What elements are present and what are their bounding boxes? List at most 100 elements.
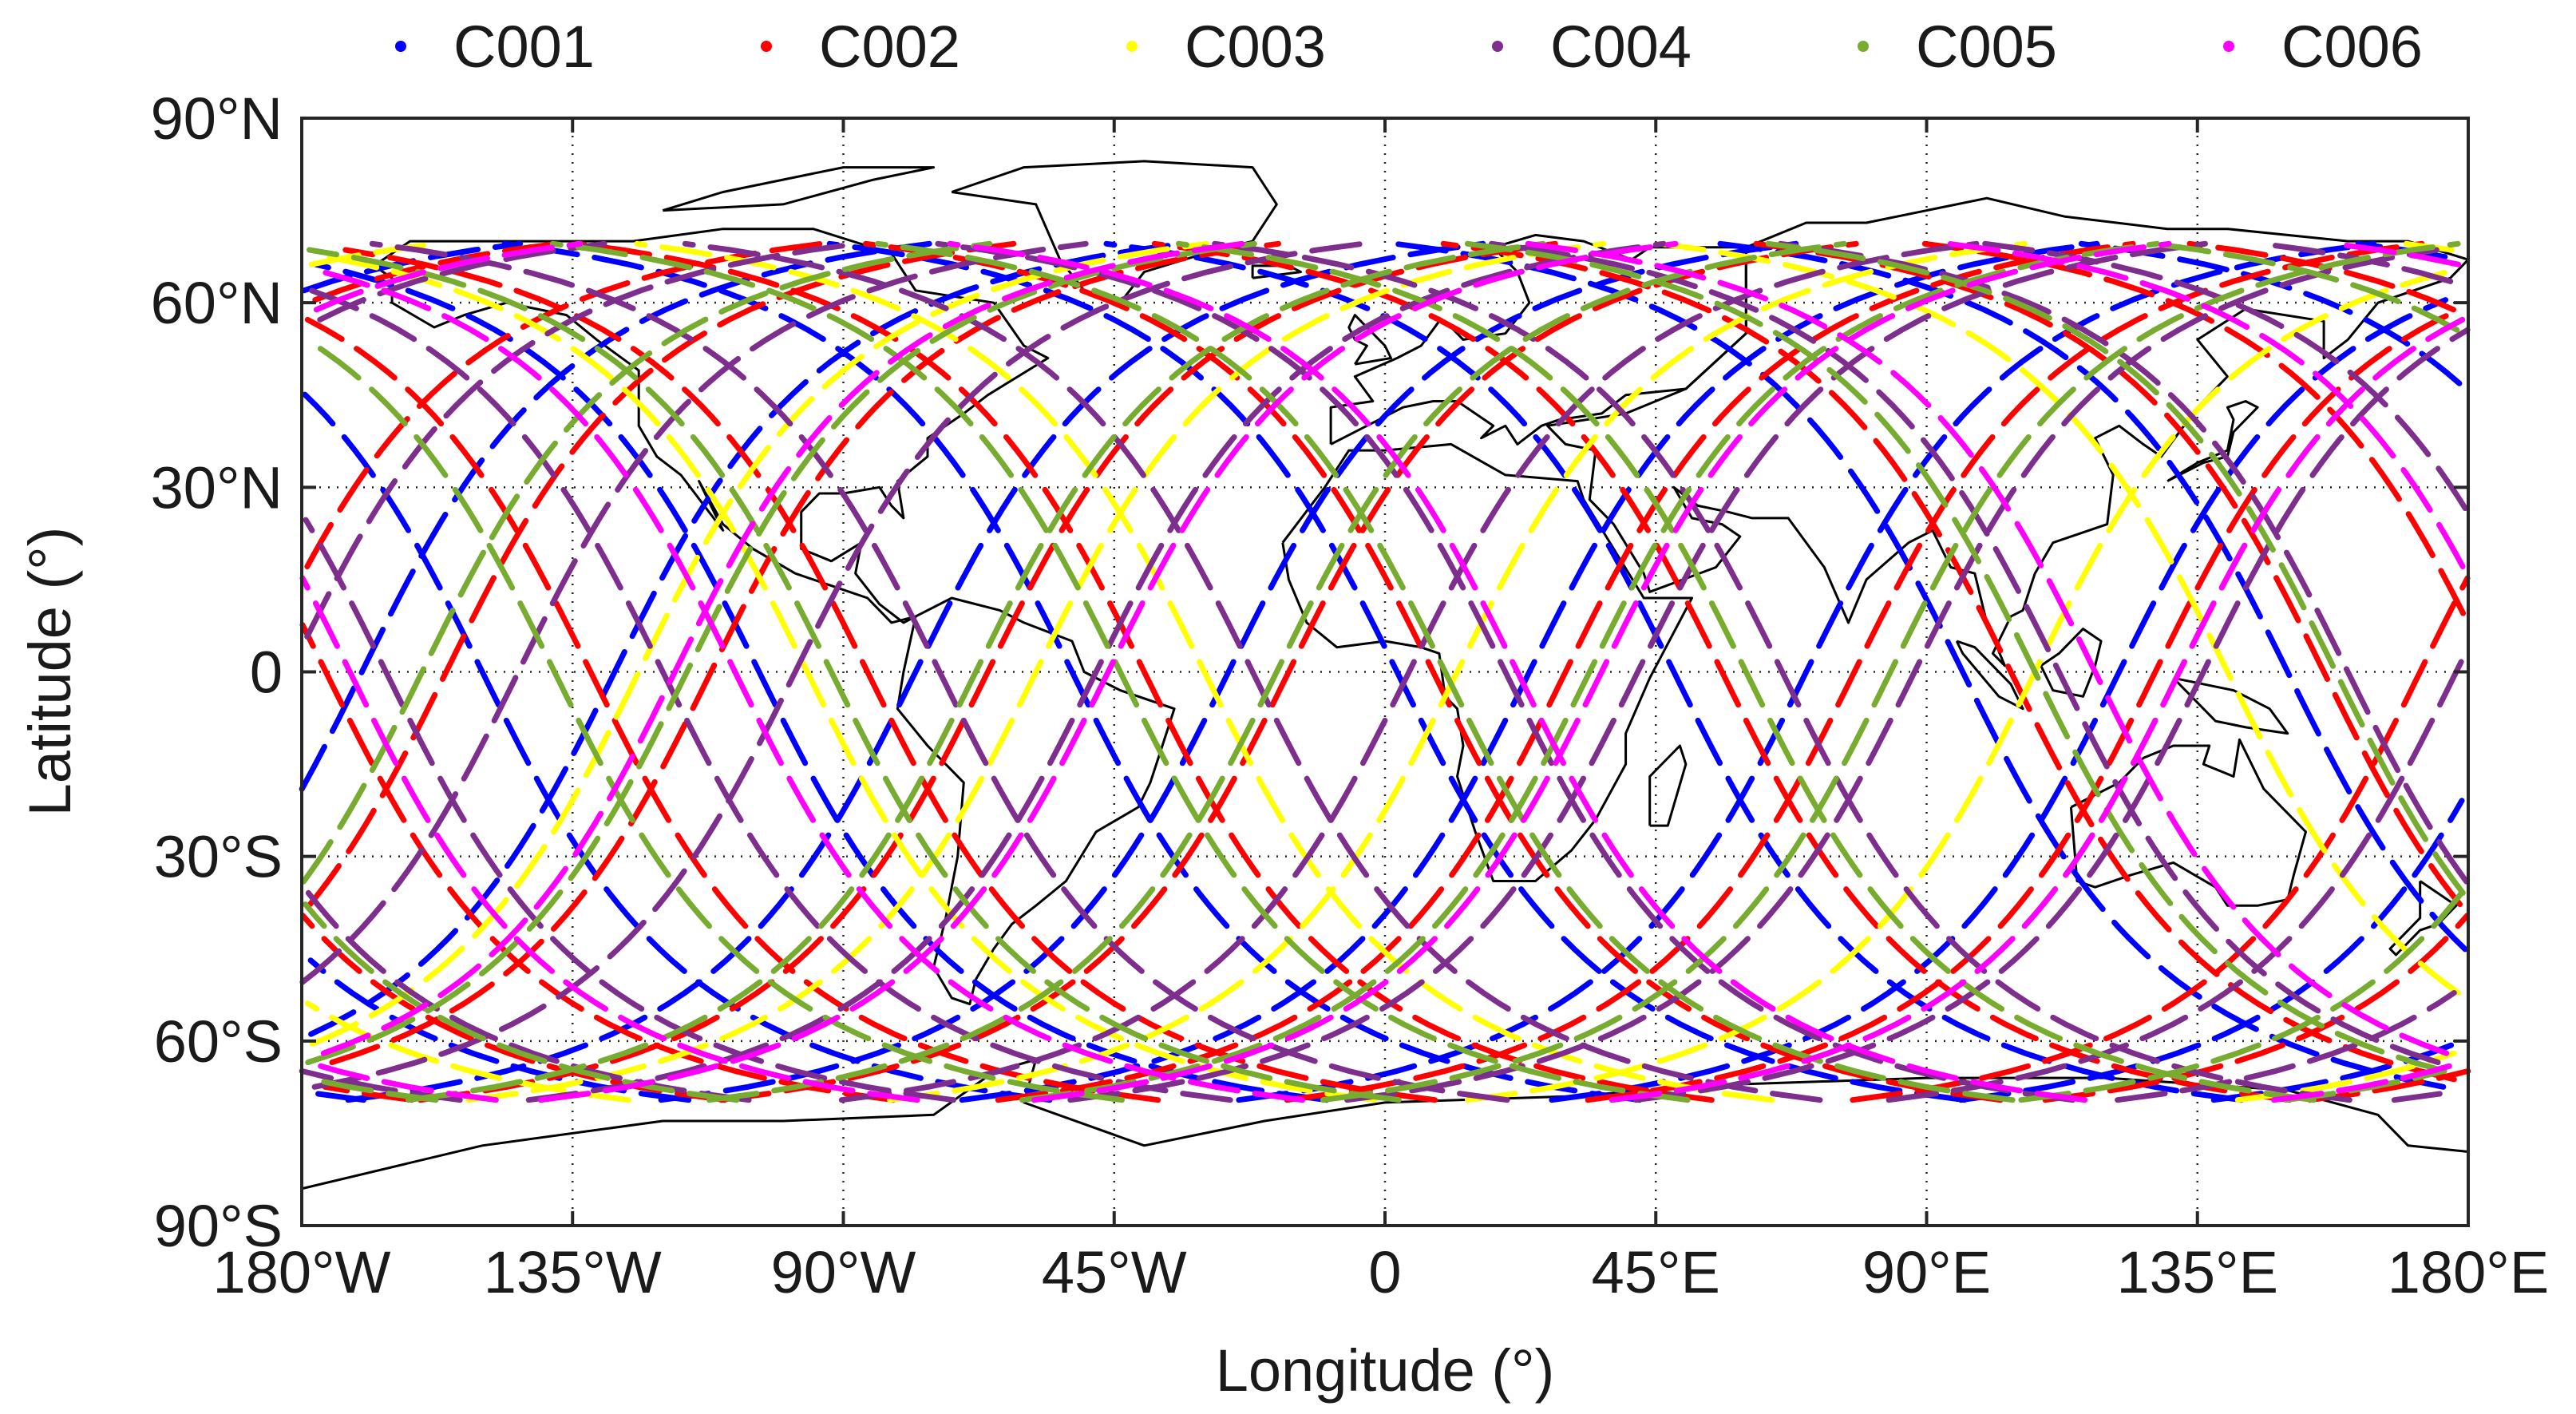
track-C001 [307, 240, 2468, 1103]
legend-label: C003 [1185, 14, 1326, 80]
legend-marker [761, 41, 772, 52]
track-C002 [322, 240, 2457, 1103]
y-tick-label: 60°S [154, 1008, 283, 1075]
track-C004 [311, 240, 2443, 1103]
track-C001 [658, 240, 1799, 1103]
coastline-madagascar [1648, 744, 1688, 827]
x-tick-label: 180°E [2388, 1239, 2549, 1305]
legend-label: C005 [1916, 14, 2057, 80]
coastline-north-america [373, 228, 1050, 624]
track-C002 [312, 240, 2462, 1103]
track-C004 [303, 240, 2468, 1103]
track-C004 [369, 240, 1510, 1103]
legend-item-C001: C001 [395, 14, 595, 80]
track-C004 [317, 240, 2471, 1103]
track-C002 [1284, 240, 2425, 1103]
track-C004 [299, 240, 2457, 1103]
track-C005 [308, 240, 2447, 1103]
track-C005 [706, 240, 1847, 1103]
track-C005 [406, 240, 1546, 1103]
track-C005 [549, 240, 1691, 1103]
track-C001 [345, 240, 1486, 1103]
coastline-borneo [2040, 628, 2103, 698]
track-C002 [304, 240, 2471, 1103]
coastline-uk [1347, 314, 1392, 366]
legend: C001 C002 C003 C004 C005 C006 [395, 14, 2423, 80]
legend-label: C001 [453, 14, 595, 80]
track-C006 [304, 240, 2450, 1103]
track-C001 [501, 240, 1643, 1103]
track-C001 [959, 240, 2100, 1103]
coastline-new-zealand [2388, 880, 2458, 957]
track-C001 [1236, 240, 2377, 1103]
track-C006 [314, 240, 2466, 1103]
track-C005 [875, 240, 2016, 1103]
y-tick-label: 30°N [151, 454, 283, 521]
y-tick-label: 90°N [151, 85, 283, 152]
track-C005 [303, 240, 2466, 1103]
legend-item-C004: C004 [1492, 14, 1692, 80]
legend-label: C004 [1550, 14, 1692, 80]
track-C001 [315, 240, 2447, 1103]
track-C003 [634, 240, 1775, 1103]
coastline-sumatra [1955, 640, 2024, 711]
track-C006 [537, 240, 1679, 1103]
legend-marker [395, 41, 406, 52]
track-C006 [1031, 240, 2172, 1103]
x-tick-label: 45°E [1592, 1239, 1720, 1305]
track-C005 [1019, 240, 2160, 1103]
legend-label: C006 [2281, 14, 2423, 80]
track-C002 [863, 240, 2004, 1103]
coastline-japan [2166, 400, 2259, 482]
coastline-south-america [896, 596, 1176, 1006]
legend-marker [1126, 41, 1138, 52]
coastline-australia [2069, 738, 2307, 907]
legend-marker [1492, 41, 1503, 52]
legend-marker [2223, 41, 2234, 52]
coastline-asia [1546, 196, 2470, 667]
coastline-new-guinea [2172, 676, 2289, 735]
legend-item-C003: C003 [1126, 14, 1326, 80]
legend-item-C006: C006 [2223, 14, 2423, 80]
track-C005 [1320, 240, 2461, 1103]
track-C002 [417, 240, 1558, 1103]
legend-marker [1858, 41, 1869, 52]
track-C002 [1151, 240, 2293, 1103]
track-C003 [465, 240, 1607, 1103]
legend-label: C002 [819, 14, 960, 80]
track-C004 [682, 240, 1823, 1103]
track-C006 [320, 240, 2466, 1103]
x-tick-label: 90°E [1862, 1239, 1991, 1305]
track-C005 [1176, 240, 2317, 1103]
axis-ticks: 180°W 135°W 90°W 45°W 0 45°E 90°E 135°E 180°E 90°… [151, 85, 2550, 1305]
track-C002 [574, 240, 1715, 1103]
track-C004 [304, 240, 2471, 1103]
track-C004 [308, 240, 2454, 1103]
track-C005 [305, 240, 2460, 1103]
x-tick-label: 135°W [484, 1239, 662, 1305]
y-tick-label: 90°S [154, 1193, 283, 1259]
y-tick-label: 0 [250, 640, 283, 706]
x-tick-label: 45°W [1042, 1239, 1187, 1305]
series-C006 [299, 240, 2466, 1103]
legend-item-C005: C005 [1858, 14, 2057, 80]
x-tick-label: 90°W [771, 1239, 916, 1305]
y-tick-label: 60°N [151, 270, 283, 336]
x-tick-label: 135°E [2117, 1239, 2278, 1305]
y-axis-label: Latitude (°) [17, 527, 83, 817]
x-tick-label: 180°W [213, 1239, 391, 1305]
track-C006 [322, 240, 2462, 1103]
track-C006 [299, 240, 2466, 1103]
x-tick-label: 0 [1368, 1239, 1401, 1305]
track-C004 [935, 240, 2076, 1103]
track-C004 [838, 240, 1980, 1103]
track-C003 [887, 240, 2028, 1103]
y-tick-label: 30°S [154, 824, 283, 890]
track-C002 [718, 240, 1859, 1103]
ground-tracks [302, 244, 2468, 1099]
coastline-africa [1281, 442, 1693, 882]
x-axis-label: Longitude (°) [1216, 1337, 1555, 1404]
track-C001 [301, 240, 2449, 1103]
track-C004 [1212, 240, 2352, 1103]
